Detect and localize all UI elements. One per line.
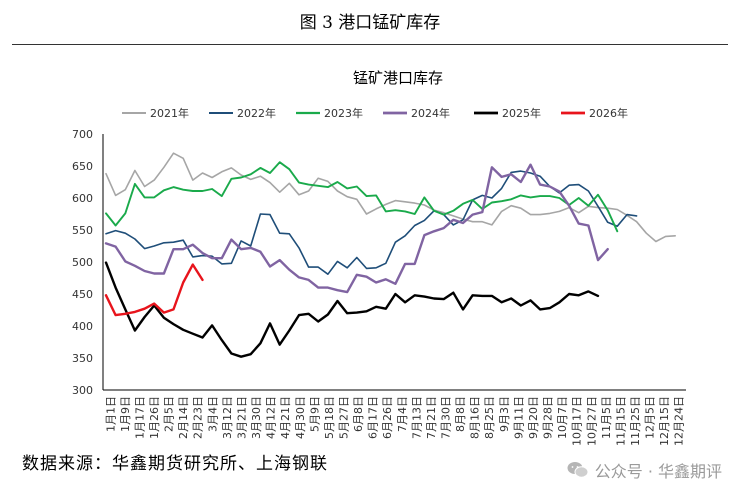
- title-divider: [12, 44, 728, 45]
- x-tick-label: 5月9日: [308, 396, 321, 432]
- x-tick-label: 12月24日: [673, 396, 686, 446]
- legend-label: 2025年: [502, 106, 541, 120]
- legend-label: 2023年: [324, 106, 363, 120]
- x-axis: 1月1日 1月9日 1月17日 1月26日 2月5日 2月14日 2月23日 3月4日 3月12…: [103, 389, 686, 446]
- x-tick-label: 5月18日: [323, 396, 336, 439]
- series-line-2021年: [105, 152, 677, 243]
- x-tick-label: 8月16日: [469, 396, 482, 439]
- x-tick-label: 6月17日: [367, 396, 380, 439]
- x-tick-label: 8月8日: [454, 396, 467, 432]
- y-tick-label: 700: [72, 128, 93, 141]
- x-tick-label: 2月5日: [163, 396, 176, 432]
- x-tick-label: 9月28日: [542, 396, 555, 439]
- series-line-2022年: [105, 170, 638, 275]
- y-tick-label: 500: [72, 256, 93, 269]
- x-tick-label: 10月7日: [556, 396, 569, 439]
- series-line-2024年: [104, 163, 609, 294]
- x-tick-label: 6月26日: [381, 396, 394, 439]
- wechat-icon: [567, 462, 589, 478]
- y-tick-label: 450: [72, 288, 93, 301]
- figure-title: 图 3 港口锰矿库存: [299, 13, 441, 33]
- x-tick-label: 3月4日: [206, 396, 219, 432]
- x-tick-label: 9月11日: [512, 396, 525, 439]
- y-tick-label: 350: [72, 352, 93, 365]
- series-layer: [104, 152, 677, 358]
- x-tick-label: 4月21日: [279, 396, 292, 439]
- x-tick-label: 7月21日: [425, 396, 438, 439]
- chart-title: 锰矿港口库存: [353, 69, 443, 87]
- x-tick-label: 12月5日: [644, 396, 657, 439]
- legend-label: 2022年: [237, 106, 276, 120]
- x-tick-label: 1月17日: [133, 396, 146, 439]
- source-note: 数据来源：华鑫期货研究所、上海钢联: [22, 454, 328, 474]
- x-tick-label: 6月8日: [352, 396, 365, 432]
- legend-label: 2021年: [150, 106, 189, 120]
- series-line-2023年: [105, 161, 619, 233]
- y-tick-label: 650: [72, 160, 93, 173]
- x-tick-label: 2月23日: [192, 396, 205, 439]
- x-tick-label: 10月17日: [571, 396, 584, 446]
- x-tick-label: 11月25日: [629, 396, 642, 446]
- series-line-2026年: [104, 263, 204, 317]
- x-tick-label: 3月21日: [235, 396, 248, 439]
- legend-label: 2026年: [589, 106, 628, 120]
- x-tick-label: 7月13日: [410, 396, 423, 439]
- x-tick-label: 7月4日: [396, 396, 409, 432]
- x-tick-label: 2月14日: [177, 396, 190, 439]
- x-tick-label: 1月9日: [119, 396, 132, 432]
- legend: 2021年 2022年 2023年 2024年 2025年 2026年: [122, 106, 628, 120]
- y-tick-label: 600: [72, 192, 93, 205]
- x-tick-label: 4月30日: [294, 396, 307, 439]
- y-tick-label: 400: [72, 320, 93, 333]
- series-line-2025年: [104, 261, 600, 358]
- y-axis: 300 350 400 450 500 550 600 650 700: [72, 128, 104, 397]
- x-tick-label: 4月12日: [265, 396, 278, 439]
- x-tick-label: 10月27日: [585, 396, 598, 446]
- x-tick-label: 12月15日: [658, 396, 671, 446]
- watermark-text: 公众号 · 华鑫期评: [594, 462, 722, 481]
- x-tick-label: 5月27日: [337, 396, 350, 439]
- x-tick-label: 1月26日: [148, 396, 161, 439]
- x-tick-label: 9月3日: [498, 396, 511, 432]
- x-tick-label: 11月5日: [600, 396, 613, 439]
- x-tick-label: 8月25日: [483, 396, 496, 439]
- x-tick-label: 9月20日: [527, 396, 540, 439]
- watermark: 公众号 · 华鑫期评: [567, 458, 722, 482]
- x-tick-label: 3月30日: [250, 396, 263, 439]
- y-tick-label: 550: [72, 224, 93, 237]
- legend-label: 2024年: [411, 106, 450, 120]
- inventory-line-chart: 锰矿港口库存 2021年 2022年 2023年 2024年 2025年 2026年 30…: [72, 69, 686, 446]
- y-tick-label: 300: [72, 384, 93, 397]
- x-tick-label: 7月30日: [440, 396, 453, 439]
- x-tick-label: 11月15日: [614, 396, 627, 446]
- x-tick-label: 1月1日: [104, 396, 117, 432]
- x-tick-label: 3月12日: [221, 396, 234, 439]
